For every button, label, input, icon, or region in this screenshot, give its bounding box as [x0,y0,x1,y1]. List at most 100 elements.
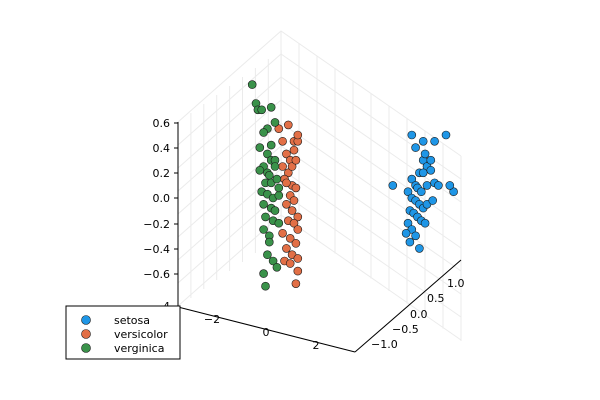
scatter-point-verginica [264,171,274,180]
z-tick-label: −0.6 [143,268,170,281]
scatter-point-versicolor [282,200,291,209]
scatter-point-setosa [441,130,451,140]
scatter-point-verginica [272,174,282,184]
scatter-point-setosa [405,237,415,247]
scatter-point-versicolor [291,279,301,288]
scatter-point-setosa [418,168,428,178]
scatter-point-versicolor [278,162,287,171]
scatter-point-versicolor [287,162,297,171]
tick-labels-x: −2 0 2 [204,313,320,352]
scatter-point-versicolor [293,225,303,234]
y-tick-label: −1.0 [371,338,398,351]
z-tick-label: 0.6 [153,117,171,130]
scatter-point-versicolor [289,196,299,205]
scatter-point-versicolor [293,212,303,222]
z-tick-label: −0.2 [143,218,170,231]
y-tick-label: 0.5 [427,292,445,305]
scatter-point-verginica [255,143,265,152]
scatter-point-verginica [270,162,280,171]
z-tick-label: −0.4 [143,243,170,256]
scatter-point-verginica [274,183,284,193]
scatter-point-setosa [418,137,428,146]
scatter-point-verginica [257,105,267,115]
legend-marker-versicolor [81,329,91,339]
scatter-point-versicolor [291,183,301,193]
scatter-point-verginica [263,149,272,159]
scatter-point-verginica [263,250,272,259]
z-tick-label: 0.0 [153,192,171,205]
scatter-point-verginica [259,128,268,137]
scatter-point-versicolor [293,266,303,276]
scatter-point-verginica [266,102,276,112]
grid-line [177,145,462,272]
scatter-point-setosa [420,149,430,159]
scatter-point-versicolor [289,145,299,155]
scatter-point-verginica [261,212,270,222]
grid-line [177,191,462,318]
scatter-point-verginica [264,237,274,247]
grid-line [177,53,462,180]
scatter-point-verginica [270,206,280,215]
scatter-point-setosa [422,181,432,190]
scatter-point-setosa [426,155,436,165]
scatter-point-setosa [445,181,455,190]
scatter-point-verginica [259,200,268,209]
z-tick-label: 0.2 [153,167,171,180]
scatter-point-versicolor [283,168,293,178]
grid-line [177,99,462,226]
scatter-point-setosa [388,181,398,190]
scatter-point-setosa [449,187,458,196]
tick-labels-z: 0.60.40.20.0−0.2−0.4−0.6−4 [143,117,178,313]
z-tick-label: 0.4 [153,142,171,155]
x-tick-label: −2 [204,313,220,326]
scatter-point-versicolor [293,254,303,263]
points-layer [247,80,458,291]
scatter-point-verginica [270,118,280,127]
scatter-point-versicolor [282,149,291,159]
scatter-point-setosa [420,218,430,228]
x-tick-label: 2 [313,339,320,352]
scatter-point-versicolor [293,130,303,140]
scatter-point-setosa [411,143,420,152]
scatter-point-versicolor [282,178,291,188]
scatter-point-setosa [411,231,420,241]
grid-line [177,76,462,203]
x-tick-label: 0 [263,326,270,339]
scatter-point-setosa [426,165,436,175]
y-tick-label: 0.0 [410,308,428,321]
scatter-point-setosa [403,218,413,228]
scatter-point-versicolor [282,244,291,253]
grid-line [177,30,462,157]
scatter-point-versicolor [278,137,287,146]
scatter-point-setosa [403,187,413,196]
scatter-point-verginica [268,256,278,266]
legend-label-versicolor: versicolor [114,328,168,341]
scatter-point-versicolor [289,218,299,228]
tick-labels-y: 1.00.5 0.0 −0.5 −1.0 [371,277,465,351]
scatter-point-verginica [274,218,284,228]
grid-line [177,122,462,249]
scatter-point-versicolor [283,120,293,130]
legend-label-verginica: verginica [114,342,164,355]
scatter-point-verginica [274,191,284,200]
scatter-point-versicolor [285,234,295,243]
scatter-point-verginica [255,165,265,175]
scatter-point-verginica [266,140,276,150]
scatter-point-versicolor [274,124,284,133]
scatter-point-versicolor [291,239,301,248]
scatter-point-verginica [259,269,268,278]
scatter-point-setosa [416,187,426,196]
y-tick-label: 1.0 [447,277,465,290]
y-axis-line [354,259,462,353]
scatter-point-versicolor [278,228,287,238]
scatter-point-verginica [247,80,257,89]
axes-layer [177,122,462,353]
scatter-point-versicolor [291,155,301,165]
scatter-point-setosa [415,244,424,253]
scatter-point-verginica [261,281,270,291]
x-axis-line [177,306,356,353]
grid-line [177,214,462,341]
y-tick-label: −0.5 [392,323,419,336]
scatter-point-setosa [407,174,417,184]
